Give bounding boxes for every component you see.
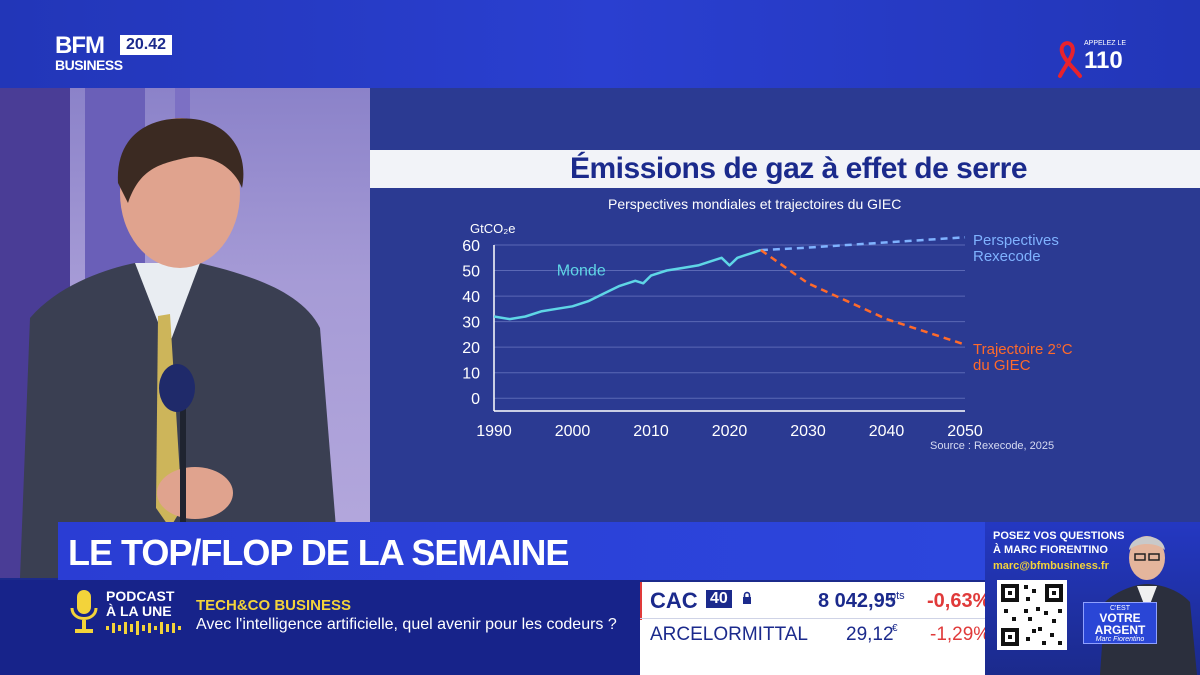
stock-value: 29,12 — [846, 624, 894, 645]
clock: 20.42 — [120, 35, 173, 55]
channel-subname: BUSINESS — [55, 57, 123, 73]
promo-email: marc@bfmbusiness.fr — [993, 560, 1109, 572]
top-band — [0, 0, 1200, 88]
promo-line-2: À MARC FIORENTINO — [993, 544, 1108, 556]
badge-line-3: Marc Fiorentino — [1095, 636, 1145, 643]
label-rexecode-2: Rexecode — [973, 248, 1041, 265]
label-rexecode: Perspectives — [973, 232, 1059, 249]
podcast-label: PODCAST — [106, 588, 175, 604]
chart-title-strip: Émissions de gaz à effet de serre — [370, 150, 1200, 188]
index-row — [640, 582, 985, 619]
host-portrait — [1100, 536, 1197, 675]
x-tick-label: 2020 — [712, 423, 748, 440]
y-axis-label: GtCO₂e — [470, 221, 516, 236]
index-change: -0,63% — [927, 590, 991, 612]
promo-line-1: POSEZ VOS QUESTIONS — [993, 530, 1125, 542]
x-tick-label: 2040 — [869, 423, 905, 440]
index-unit: pts — [890, 590, 905, 602]
ribbon-icon — [1058, 41, 1082, 78]
promo-box: POSEZ VOS QUESTIONS À MARC FIORENTINO ma… — [985, 522, 1200, 675]
stock-name: ARCELORMITTAL — [650, 624, 809, 645]
y-tick-label: 30 — [462, 315, 480, 332]
chart-source: Source : Rexecode, 2025 — [930, 440, 1055, 452]
podcast-show: TECH&CO BUSINESS — [196, 597, 352, 614]
presenter-figure — [20, 118, 340, 578]
market-ticker: CAC 40 8 042,95 pts -0,63% ARCELORMITTAL… — [640, 582, 990, 675]
label-giec: Trajectoire 2°C — [973, 341, 1073, 358]
lock-icon — [743, 591, 751, 604]
y-tick-label: 60 — [462, 238, 480, 255]
podcast-teaser: Avec l'intelligence artificielle, quel a… — [196, 616, 617, 633]
channel-name: BFM — [55, 32, 105, 59]
label-giec-2: du GIEC — [973, 357, 1031, 374]
index-badge: 40 — [706, 590, 732, 608]
y-tick-label: 0 — [471, 391, 480, 408]
series-rexecode — [760, 236, 966, 252]
stock-change: -1,29% — [930, 624, 991, 645]
podcast-label-2: À LA UNE — [106, 603, 172, 619]
y-tick-label: 50 — [462, 264, 480, 281]
y-tick-label: 10 — [462, 366, 480, 383]
channel-logo: BFM BUSINESS — [55, 32, 123, 73]
x-tick-label: 2030 — [790, 423, 826, 440]
x-tick-label: 2050 — [947, 423, 983, 440]
label-monde: Monde — [557, 263, 606, 280]
chart-subtitle: Perspectives mondiales et trajectoires d… — [608, 196, 902, 212]
qr-code-icon — [997, 580, 1067, 650]
x-tick-label: 2000 — [555, 423, 591, 440]
show-badge: C'EST VOTRE ARGENT Marc Fiorentino — [1083, 602, 1157, 644]
helpline-number: 110 — [1084, 47, 1123, 74]
ticker-accent — [640, 582, 642, 620]
microphone-icon — [70, 590, 98, 633]
badge-line-1: C'EST — [1109, 605, 1130, 612]
series-giec — [760, 249, 966, 346]
series-monde — [493, 248, 762, 321]
audio-wave-icon — [106, 621, 181, 635]
stock-unit: € — [892, 623, 898, 634]
badge-line-2: VOTRE ARGENT — [1094, 611, 1146, 637]
index-value: 8 042,95 — [818, 590, 896, 612]
helpline-call: APPELEZ LE — [1084, 40, 1127, 47]
studio-background — [0, 88, 370, 578]
x-tick-label: 1990 — [476, 423, 512, 440]
headline-bar: LE TOP/FLOP DE LA SEMAINE — [58, 522, 988, 580]
x-tick-label: 2010 — [633, 423, 669, 440]
chart-title: Émissions de gaz à effet de serre — [570, 152, 1028, 185]
headline: LE TOP/FLOP DE LA SEMAINE — [68, 532, 569, 573]
index-name: CAC — [650, 588, 698, 613]
y-tick-label: 20 — [462, 340, 480, 357]
y-tick-label: 40 — [462, 289, 480, 306]
